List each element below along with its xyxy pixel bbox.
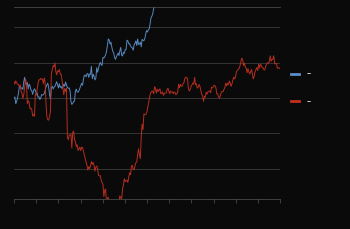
Legend: –, –: –, –: [289, 68, 312, 107]
